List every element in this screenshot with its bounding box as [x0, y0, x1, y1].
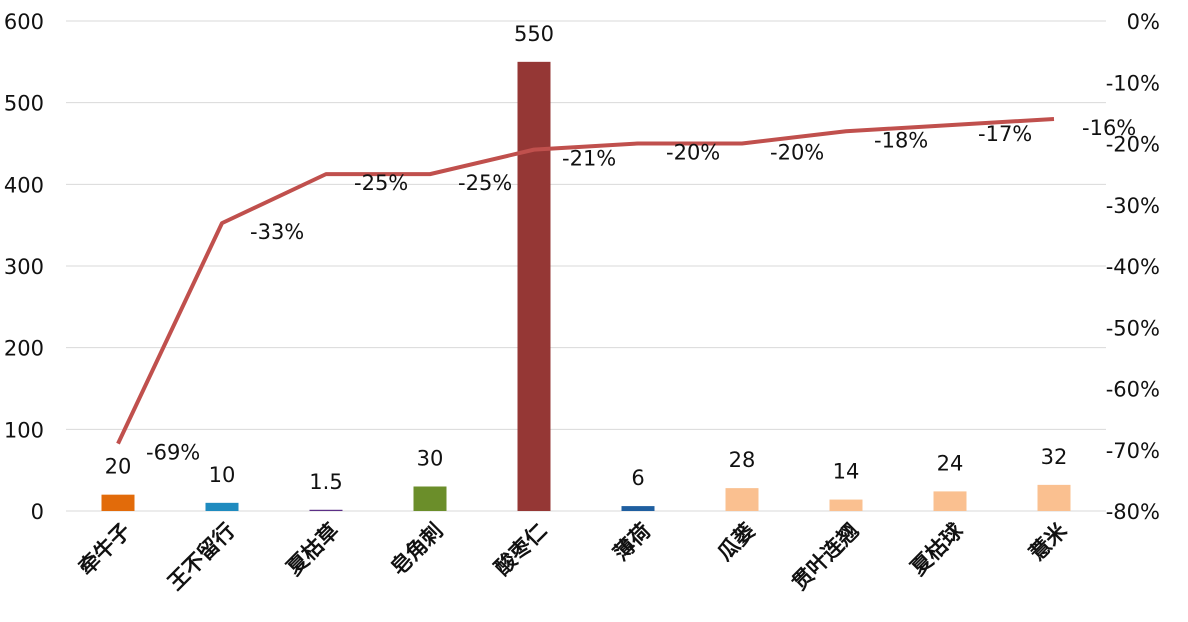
gridlines [66, 20, 1106, 512]
left-tick-label: 300 [4, 255, 44, 279]
right-tick-label: 0% [1127, 10, 1160, 34]
right-tick-label: -20% [1106, 133, 1160, 157]
left-tick-label: 100 [4, 418, 44, 442]
bar [413, 486, 447, 511]
right-y-axis: -80% -70% -60% -50% -40% -30% -20% -10% 0% [1106, 10, 1160, 524]
line-value-label: -16% [1082, 116, 1136, 140]
category-label: 瓜蒌 [713, 519, 760, 566]
category-label: 夏枯草 [282, 519, 344, 581]
right-tick-label: -30% [1106, 194, 1160, 218]
bar-value-label: 20 [105, 455, 132, 479]
category-label: 王不留行 [163, 519, 239, 595]
category-label: 牵牛子 [74, 519, 136, 581]
bar-series [101, 61, 1071, 511]
line-path [116, 117, 1055, 445]
bar-value-label: 28 [729, 448, 756, 472]
bar-value-label: 32 [1041, 445, 1068, 469]
line-value-label: -25% [354, 171, 408, 195]
bar [205, 502, 239, 511]
left-y-axis: 0 100 200 300 400 500 600 [4, 10, 44, 524]
line-value-label: -69% [146, 441, 200, 465]
line-value-label: -20% [666, 141, 720, 165]
bar [1037, 484, 1071, 511]
line-value-label: -21% [562, 147, 616, 171]
bar [101, 494, 135, 511]
line-value-label: -18% [874, 128, 928, 152]
bar-value-label: 550 [514, 22, 554, 46]
right-tick-label: -70% [1106, 439, 1160, 463]
line-value-label: -25% [458, 171, 512, 195]
right-tick-label: -10% [1106, 71, 1160, 95]
left-tick-label: 200 [4, 337, 44, 361]
category-label: 薏米 [1025, 518, 1072, 565]
bar [309, 509, 343, 511]
category-label: 皂角刺 [386, 519, 448, 581]
left-tick-label: 400 [4, 173, 44, 197]
right-tick-label: -50% [1106, 316, 1160, 340]
left-tick-label: 600 [4, 10, 44, 34]
bar-value-label: 30 [417, 447, 444, 471]
line-series [116, 117, 1055, 445]
right-tick-label: -80% [1106, 500, 1160, 524]
category-label: 薄荷 [609, 519, 656, 566]
bar-value-label: 1.5 [309, 470, 342, 494]
bar [621, 506, 655, 511]
line-value-label: -33% [250, 220, 304, 244]
line-value-label: -17% [978, 122, 1032, 146]
left-tick-label: 500 [4, 92, 44, 116]
line-value-label: -20% [770, 141, 824, 165]
bar-value-label: 14 [833, 460, 860, 484]
right-tick-label: -40% [1106, 255, 1160, 279]
category-label: 夏枯球 [906, 518, 968, 580]
left-tick-label: 0 [31, 500, 44, 524]
bar-value-label: 24 [937, 451, 964, 475]
bar [517, 61, 551, 511]
bar [725, 488, 759, 511]
right-tick-label: -60% [1106, 378, 1160, 402]
bar-value-label: 10 [209, 463, 236, 487]
bar-value-label: 6 [631, 466, 644, 490]
category-label: 酸枣仁 [490, 519, 552, 581]
category-label: 贯叶连翘 [787, 519, 863, 595]
bar-value-labels: 20 10 1.5 30 550 6 28 14 24 32 [105, 22, 1068, 494]
line-value-labels: -69% -33% -25% -25% -21% -20% -20% -18% -17% -16% [146, 116, 1136, 465]
bar [933, 491, 967, 511]
x-axis: 牵牛子 王不留行 夏枯草 皂角刺 酸枣仁 薄荷 瓜蒌 贯叶连翘 夏枯球 薏米 [74, 518, 1072, 595]
bar [829, 499, 863, 511]
